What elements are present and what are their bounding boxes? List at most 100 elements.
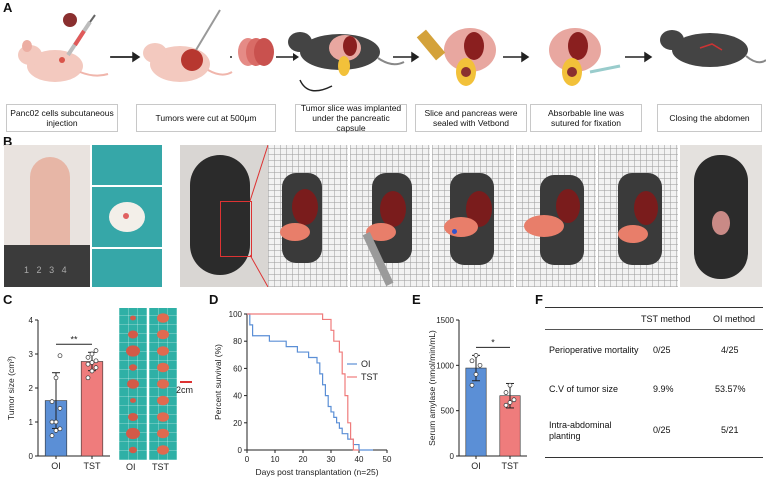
table-row-2-label: C.V of tumor size	[549, 384, 619, 394]
tumor-photos-tst-label: TST	[152, 462, 169, 472]
nude-mouse-injection-illustration	[18, 13, 109, 82]
panel-label-c: C	[3, 292, 13, 307]
step-caption-2: Tumors were cut at 500μm	[136, 104, 276, 132]
chart-e-y-tick-label: 1000	[436, 361, 454, 370]
chart-c-data-point	[89, 351, 95, 357]
ruler-number-4: 4	[61, 265, 67, 275]
chart-e-data-point	[469, 382, 475, 388]
chart-c-y-tick-label: 1	[29, 418, 34, 427]
chart-d-x-tick-label: 50	[383, 455, 392, 464]
chart-e-y-tick-label: 0	[450, 452, 455, 461]
chart-e-y-axis-label: Serum amylase (nmol/min/mL)	[427, 330, 437, 446]
tumor-specimen-tst	[157, 313, 169, 323]
suture-illustration	[549, 28, 621, 86]
chart-e-data-point	[469, 358, 475, 364]
tumor-specimen-tst	[157, 428, 169, 439]
tumor-specimen-tst	[157, 362, 169, 373]
tumor-specimen-oi	[127, 379, 139, 389]
tumor-ruler-photo-top	[92, 145, 162, 185]
chart-d-x-tick-label: 20	[299, 455, 308, 464]
chart-c-data-point	[49, 399, 55, 404]
chart-e-y-tick-label: 500	[441, 407, 455, 416]
tumor-slice-photo	[92, 187, 162, 247]
chart-e-data-point	[503, 390, 509, 395]
chart-c-data-point	[49, 419, 55, 425]
chart-d-y-tick-label: 100	[229, 310, 243, 319]
chart-c-data-point	[93, 365, 99, 370]
surgery-step-photo-5	[598, 145, 678, 287]
chart-d-legend-label-oi: OI	[361, 359, 371, 369]
chart-c-data-point	[53, 375, 59, 381]
chart-c-data-point	[85, 375, 91, 381]
tumor-specimen-oi	[129, 364, 137, 371]
chart-c-data-point	[53, 419, 59, 425]
step-caption-4: Slice and pancreas were sealed with Vetb…	[415, 104, 527, 132]
tumor-specimen-tst	[157, 329, 169, 340]
table-row-3-tst: 0/25	[653, 425, 671, 435]
chart-d-y-tick-label: 0	[238, 446, 243, 455]
ruler-numbers: 1 2 3 4	[24, 265, 67, 275]
chart-c-y-tick-label: 0	[29, 452, 34, 461]
tumor-specimen-tst	[157, 379, 169, 389]
chart-d-y-tick-label: 20	[233, 419, 242, 428]
ruler-number-3: 3	[49, 265, 55, 275]
chart-d-series-tst	[247, 313, 359, 451]
chart-c-data-point	[89, 360, 95, 365]
panel-label-a: A	[3, 0, 13, 15]
chart-c-data-point	[57, 353, 63, 359]
chart-d-x-tick-label: 0	[245, 455, 250, 464]
table-row-2-tst: 9.9%	[653, 384, 674, 394]
chart-d-x-axis-label: Days post transplantation (n=25)	[255, 467, 378, 477]
comparison-table: TST method OI method Perioperative morta…	[545, 307, 763, 459]
panel-label-e: E	[412, 292, 421, 307]
chart-c-x-tick-label: OI	[51, 461, 61, 471]
ruler-number-2: 2	[36, 265, 42, 275]
scale-bar	[180, 381, 192, 383]
tumor-specimen-oi	[130, 398, 136, 403]
table-header-rule	[545, 329, 763, 330]
tumor-specimen-oi	[128, 330, 138, 339]
table-row-1-oi: 4/25	[721, 345, 739, 355]
chart-e-data-point	[473, 353, 479, 358]
chart-c-data-point	[49, 433, 55, 438]
surgery-step-photo-4	[516, 145, 596, 287]
chart-e-data-point	[473, 372, 479, 377]
vetbond-illustration	[416, 28, 496, 86]
mouse-implant-illustration	[288, 32, 405, 92]
tumor-specimen-tst	[157, 395, 169, 406]
chart-c-data-point	[57, 406, 63, 411]
tumor-specimen-tst	[157, 445, 169, 455]
table-row-2-oi: 53.57%	[715, 384, 746, 394]
surgery-step-photo-3	[432, 145, 514, 287]
tumor-specimen-oi	[129, 446, 137, 454]
chart-c-y-axis-label: Tumor size (cm³)	[6, 356, 16, 420]
chart-d-series-oi	[247, 313, 373, 451]
chart-c-bar-tst	[80, 361, 104, 457]
chart-d-y-tick-label: 80	[233, 337, 242, 346]
chart-e-x-tick-label: OI	[471, 461, 481, 471]
chart-e-data-point	[511, 397, 517, 403]
chart-c-x-tick-label: TST	[84, 461, 102, 471]
surgery-mouse-photo-1	[180, 145, 268, 287]
chart-e-data-point	[507, 382, 513, 388]
step-caption-3: Tumor slice was implanted under the panc…	[295, 103, 407, 133]
tumor-specimen-tst	[157, 346, 169, 356]
chart-d-x-tick-label: 30	[327, 455, 336, 464]
scale-bar-label: 2cm	[176, 385, 194, 395]
closed-mouse-illustration	[660, 30, 766, 67]
tumor-specimen-oi	[126, 345, 140, 357]
step-caption-5: Absorbable line was sutured for fixation	[530, 104, 642, 132]
chart-d-y-tick-label: 40	[233, 392, 242, 401]
table-header-tst: TST method	[641, 314, 691, 324]
surgery-closed-mouse-photo	[680, 145, 762, 287]
step-caption-6: Closing the abdomen	[657, 104, 762, 132]
step-caption-1: Panc02 cells subcutaneous injection	[6, 104, 118, 132]
chart-d-y-tick-label: 60	[233, 364, 242, 373]
panel-label-f: F	[535, 292, 543, 307]
chart-d-legend-label-tst: TST	[361, 372, 379, 382]
tumor-photos-oi-label: OI	[126, 462, 136, 472]
table-header-oi: OI method	[713, 314, 756, 324]
chart-c-y-tick-label: 3	[29, 350, 34, 359]
table-row-1-tst: 0/25	[653, 345, 671, 355]
table-bottom-rule	[545, 457, 763, 458]
